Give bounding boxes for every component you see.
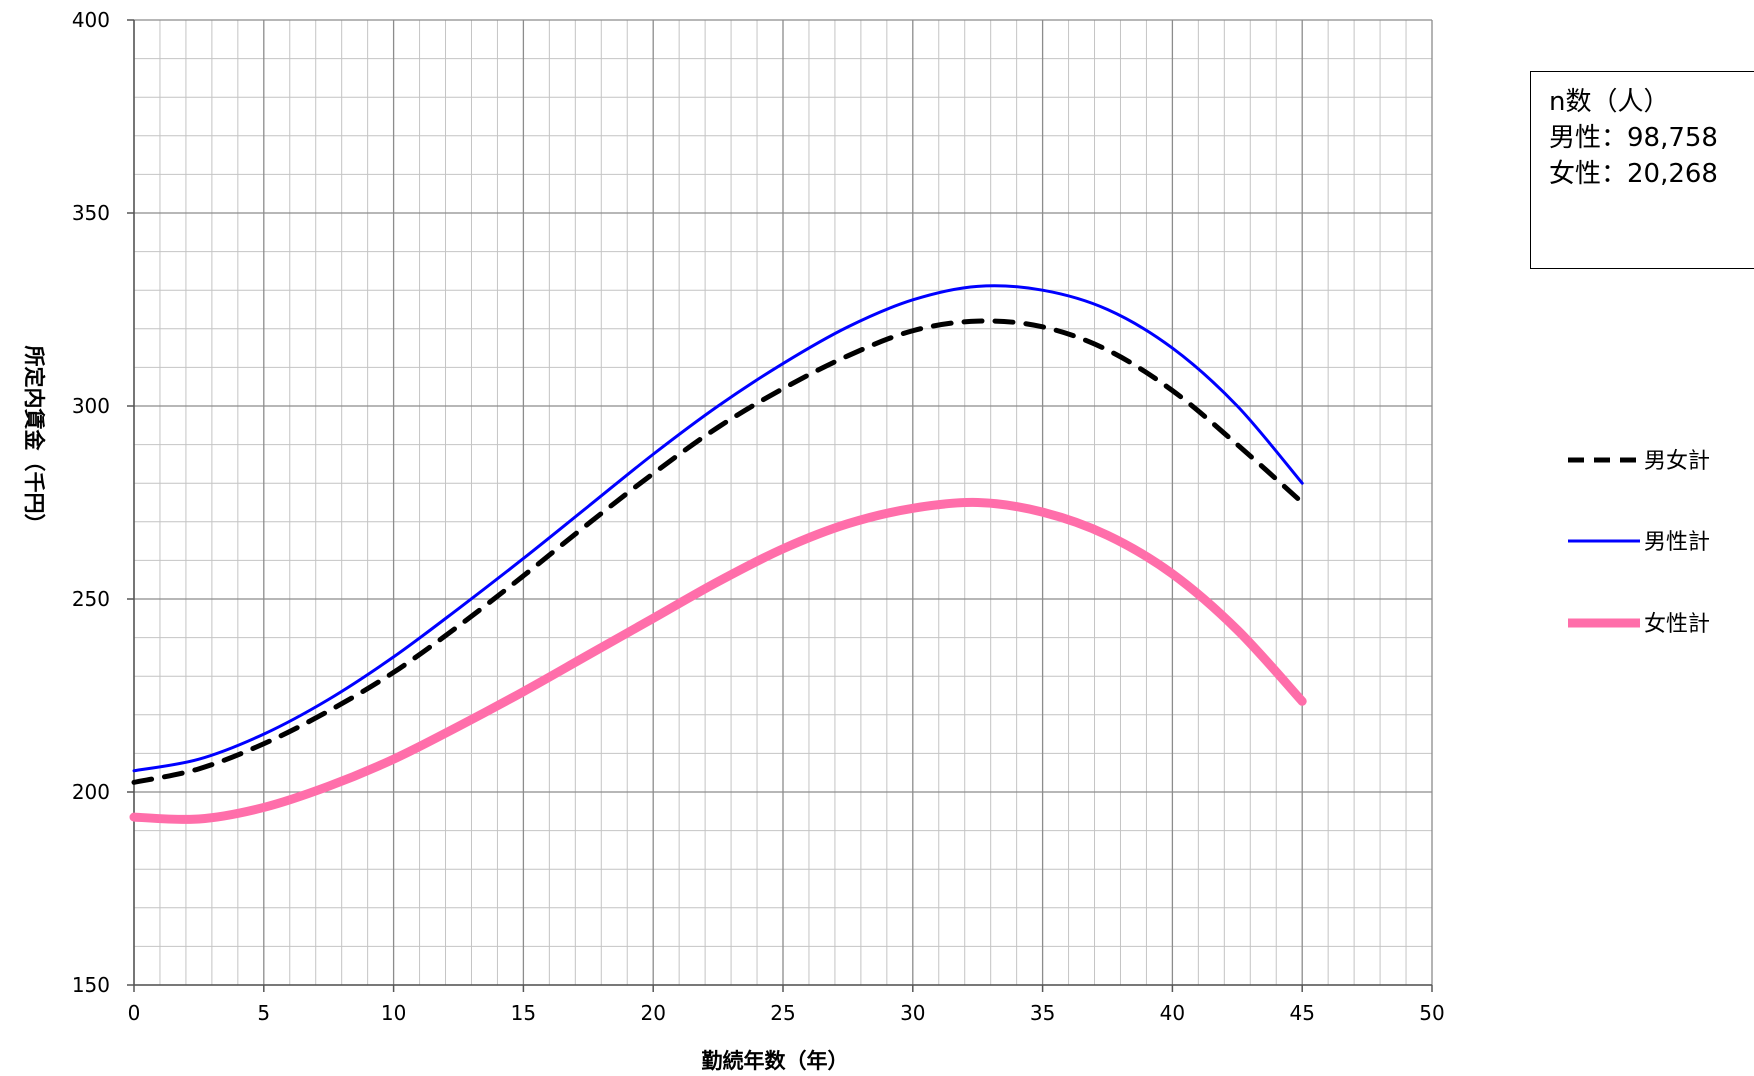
sample-size-male: 男性：98,758: [1549, 123, 1718, 153]
legend-label: 女性計: [1644, 612, 1710, 637]
x-tick-labels: 0 5 10 15 20 25 30 35 40 45 50: [128, 1001, 1445, 1025]
legend-label: 男性計: [1644, 530, 1710, 555]
series-lines: [129, 284, 1307, 824]
x-tick-label: 30: [900, 1001, 925, 1025]
y-tick-label: 200: [72, 780, 110, 804]
x-tick-label: 35: [1030, 1001, 1055, 1025]
axes: [127, 19, 1433, 992]
y-axis-title: 所定内賃金（千円）: [22, 346, 46, 535]
major-gridlines: [133, 19, 1433, 986]
x-tick-label: 25: [770, 1001, 795, 1025]
y-tick-label: 300: [72, 394, 110, 418]
y-tick-label: 350: [72, 201, 110, 225]
x-axis-title: 勤続年数（年）: [702, 1049, 849, 1073]
sample-size-female: 女性：20,268: [1549, 159, 1718, 189]
x-tick-label: 40: [1160, 1001, 1185, 1025]
x-tick-label: 0: [128, 1001, 141, 1025]
x-tick-label: 50: [1419, 1001, 1444, 1025]
x-tick-label: 15: [511, 1001, 536, 1025]
legend-label: 男女計: [1644, 449, 1710, 474]
x-tick-label: 10: [381, 1001, 406, 1025]
sample-size-title: n数（人）: [1549, 87, 1670, 117]
series-line: [132, 284, 1304, 773]
y-tick-labels: 150 200 250 300 350 400: [72, 8, 110, 997]
x-tick-label: 20: [640, 1001, 665, 1025]
y-tick-label: 250: [72, 587, 110, 611]
x-tick-label: 45: [1289, 1001, 1314, 1025]
y-tick-label: 400: [72, 8, 110, 32]
sample-size-box: n数（人） 男性：98,758 女性：20,268: [1530, 71, 1754, 269]
x-tick-label: 5: [257, 1001, 270, 1025]
y-tick-label: 150: [72, 973, 110, 997]
series-line: [129, 497, 1307, 824]
series-line: [131, 318, 1305, 785]
